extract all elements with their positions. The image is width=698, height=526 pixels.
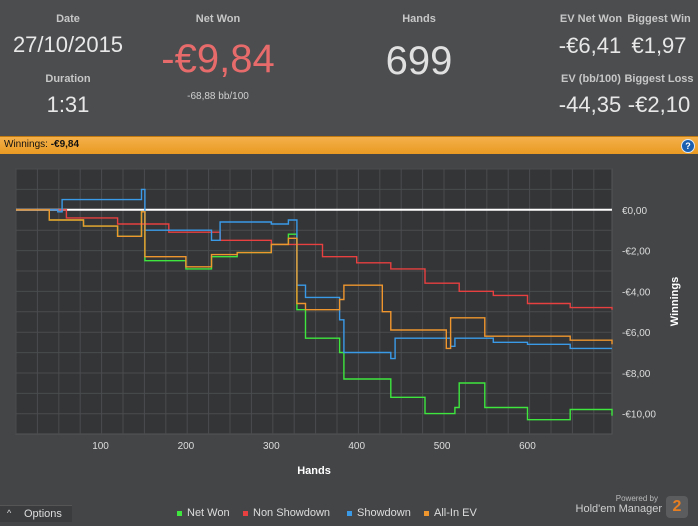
winnings-chart-svg: €0,00 -€2,00 -€4,00 -€6,00 -€8,00 -€10,00 100 2…	[15, 168, 681, 477]
legend-item: All-In EV	[424, 507, 477, 519]
series-line-showdown	[16, 188, 612, 360]
ev-bb100-value: -44,35	[558, 92, 622, 117]
series-line-all-in-ev	[16, 209, 613, 350]
winnings-label: Winnings:	[4, 139, 48, 150]
legend-label: Non Showdown	[253, 507, 331, 519]
ev-net-won-value: -€6,41	[558, 33, 622, 58]
legend-swatch	[243, 510, 248, 516]
legend-label: All-In EV	[434, 507, 477, 519]
duration-label: Duration	[45, 73, 91, 85]
x-tick-label: 600	[519, 441, 536, 452]
y-tick-label: -€8,00	[622, 369, 651, 380]
winnings-bar: Winnings: -€9,84 ?	[0, 136, 698, 154]
netwon-value: -€9,84	[161, 37, 275, 81]
y-tick-label: €0,00	[622, 206, 647, 217]
legend-item: Non Showdown	[243, 507, 330, 519]
ev-net-won-label: EV Net Won	[559, 13, 623, 25]
duration-value: 1:31	[46, 92, 90, 117]
ev-bb100-label: EV (bb/100)	[561, 73, 621, 85]
x-tick-label: 100	[92, 441, 109, 452]
chevron-up-icon: ^	[7, 508, 12, 518]
winnings-bar-text: Winnings: -€9,84	[4, 139, 79, 150]
netwon-bb100: -68,88 bb/100	[187, 91, 249, 102]
series-line-non-showdown	[16, 209, 613, 310]
legend-label: Net Won	[187, 507, 230, 519]
powered-by-text: Powered by	[615, 494, 658, 503]
y-axis-title: Winnings	[669, 277, 681, 326]
legend-swatch	[424, 510, 429, 516]
netwon-label: Net Won	[195, 13, 241, 25]
winnings-value: -€9,84	[50, 139, 80, 150]
legend-item: Net Won	[177, 507, 230, 519]
legend-label: Showdown	[357, 507, 411, 519]
hands-value: 699	[385, 39, 453, 83]
x-tick-label: 200	[178, 441, 195, 452]
options-button[interactable]: ^ Options	[0, 505, 72, 522]
date-value: 27/10/2015	[12, 32, 124, 57]
stats-header: Date 27/10/2015 Duration 1:31 Net Won -€…	[0, 0, 698, 136]
plot-area	[15, 168, 613, 435]
x-tick-label: 300	[263, 441, 280, 452]
x-tick-label: 400	[348, 441, 365, 452]
options-label: Options	[24, 508, 62, 520]
x-tick-label: 500	[434, 441, 451, 452]
y-tick-label: -€10,00	[622, 410, 656, 421]
winnings-chart: €0,00 -€2,00 -€4,00 -€6,00 -€8,00 -€10,00 100 2…	[0, 154, 698, 521]
brand-name: Hold'em Manager	[575, 503, 662, 515]
hands-label: Hands	[402, 13, 436, 25]
y-tick-label: -€2,00	[622, 247, 651, 258]
biggest-win-label: Biggest Win	[627, 13, 691, 25]
help-icon[interactable]: ?	[681, 139, 695, 153]
legend-item: Showdown	[347, 507, 411, 519]
legend-swatch	[177, 510, 182, 516]
biggest-win-value: €1,97	[631, 33, 687, 58]
date-label: Date	[56, 13, 80, 25]
biggest-loss-label: Biggest Loss	[624, 73, 694, 85]
biggest-loss-value: -€2,10	[627, 92, 691, 117]
y-tick-label: -€4,00	[622, 287, 651, 298]
x-axis-title: Hands	[297, 465, 331, 477]
legend-swatch	[347, 510, 352, 516]
y-tick-label: -€6,00	[622, 328, 651, 339]
brand-logo: 2	[666, 496, 688, 518]
